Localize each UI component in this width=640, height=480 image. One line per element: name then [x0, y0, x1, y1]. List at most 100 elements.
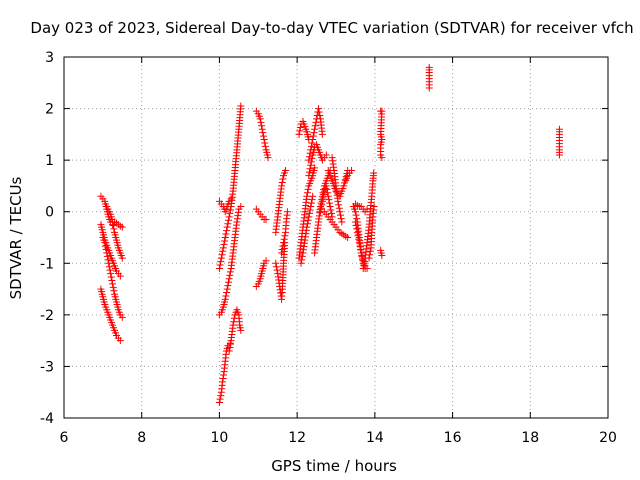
series-arc-f: [215, 339, 234, 407]
data-point: [261, 142, 269, 150]
data-point: [219, 378, 227, 386]
data-point: [223, 289, 231, 297]
x-tick-label: 10: [211, 430, 229, 446]
data-point: [226, 340, 234, 348]
series-arc-x: [320, 208, 352, 241]
data-point: [365, 254, 373, 262]
data-point: [324, 189, 332, 197]
data-point: [103, 252, 111, 260]
data-point: [116, 222, 124, 230]
data-point: [337, 215, 345, 223]
series-arc-l: [252, 205, 270, 223]
data-point: [306, 165, 314, 173]
data-point: [107, 270, 115, 278]
data-point: [279, 175, 287, 183]
data-point: [272, 259, 280, 267]
data-point: [278, 249, 286, 257]
data-point: [360, 258, 368, 266]
data-point: [105, 263, 113, 271]
data-point: [219, 247, 227, 255]
data-point: [353, 215, 361, 223]
data-point: [337, 211, 345, 219]
data-point: [227, 195, 235, 203]
data-point: [103, 249, 111, 257]
x-tick-label: 6: [60, 430, 69, 446]
data-point: [326, 203, 334, 211]
data-point: [307, 158, 315, 166]
series-arc-aa: [342, 166, 356, 185]
data-point: [425, 84, 433, 92]
data-point: [353, 228, 361, 236]
series-arc-n: [272, 239, 289, 303]
data-point: [309, 192, 317, 200]
series-arc-k: [252, 107, 272, 162]
data-point: [378, 252, 386, 260]
data-point: [351, 218, 359, 226]
series-arc-g: [215, 203, 245, 319]
data-point: [303, 223, 311, 231]
data-point: [297, 259, 305, 267]
data-point: [215, 264, 223, 272]
x-tick-label: 12: [288, 430, 306, 446]
data-point: [226, 268, 234, 276]
data-point: [221, 295, 229, 303]
data-point: [225, 213, 233, 221]
data-point: [101, 242, 109, 250]
data-point: [366, 247, 374, 255]
data-point: [366, 251, 374, 259]
data-point: [217, 392, 225, 400]
data-point: [344, 234, 352, 241]
data-point: [355, 235, 363, 243]
data-point: [226, 206, 234, 214]
data-point: [320, 191, 328, 199]
data-point: [109, 218, 117, 226]
data-point: [327, 206, 335, 214]
data-point: [315, 108, 323, 116]
data-point: [305, 213, 313, 221]
data-point: [324, 192, 332, 200]
data-point: [280, 239, 288, 247]
plot-frame: [63, 56, 609, 419]
data-point: [109, 221, 117, 229]
data-point: [260, 136, 268, 144]
data-point: [226, 344, 234, 352]
data-point: [110, 287, 118, 295]
data-point: [296, 123, 304, 131]
data-point: [348, 166, 356, 174]
data-point: [305, 172, 313, 180]
data-point: [305, 209, 313, 217]
y-tick-label: -2: [40, 308, 54, 324]
data-point: [316, 111, 324, 119]
data-point: [216, 261, 224, 269]
data-point: [224, 216, 232, 224]
series-arc-z: [328, 154, 346, 226]
data-point: [307, 203, 315, 211]
series-arc-i: [215, 195, 235, 216]
y-tick-label: 1: [45, 153, 54, 169]
data-point: [272, 263, 280, 271]
data-point: [107, 273, 115, 281]
data-point: [352, 211, 360, 219]
data-point: [219, 244, 227, 252]
data-point: [105, 259, 113, 267]
series-arc-h: [215, 102, 245, 272]
data-point: [259, 129, 267, 137]
y-tick-label: -4: [40, 411, 54, 427]
y-axis-label: SDTVAR / TECUs: [7, 176, 25, 299]
data-point: [298, 256, 306, 264]
data-point: [370, 169, 378, 177]
data-point: [335, 204, 343, 212]
data-point: [118, 313, 126, 321]
x-tick-label: 8: [137, 430, 146, 446]
data-point: [106, 266, 114, 274]
data-point: [109, 280, 117, 288]
data-point: [311, 122, 319, 130]
data-point: [304, 189, 312, 197]
data-point: [216, 395, 224, 403]
data-point: [322, 182, 330, 190]
data-point: [319, 194, 327, 202]
data-point: [308, 139, 316, 147]
data-point: [309, 132, 317, 140]
data-point: [223, 227, 231, 235]
data-point: [555, 151, 563, 159]
